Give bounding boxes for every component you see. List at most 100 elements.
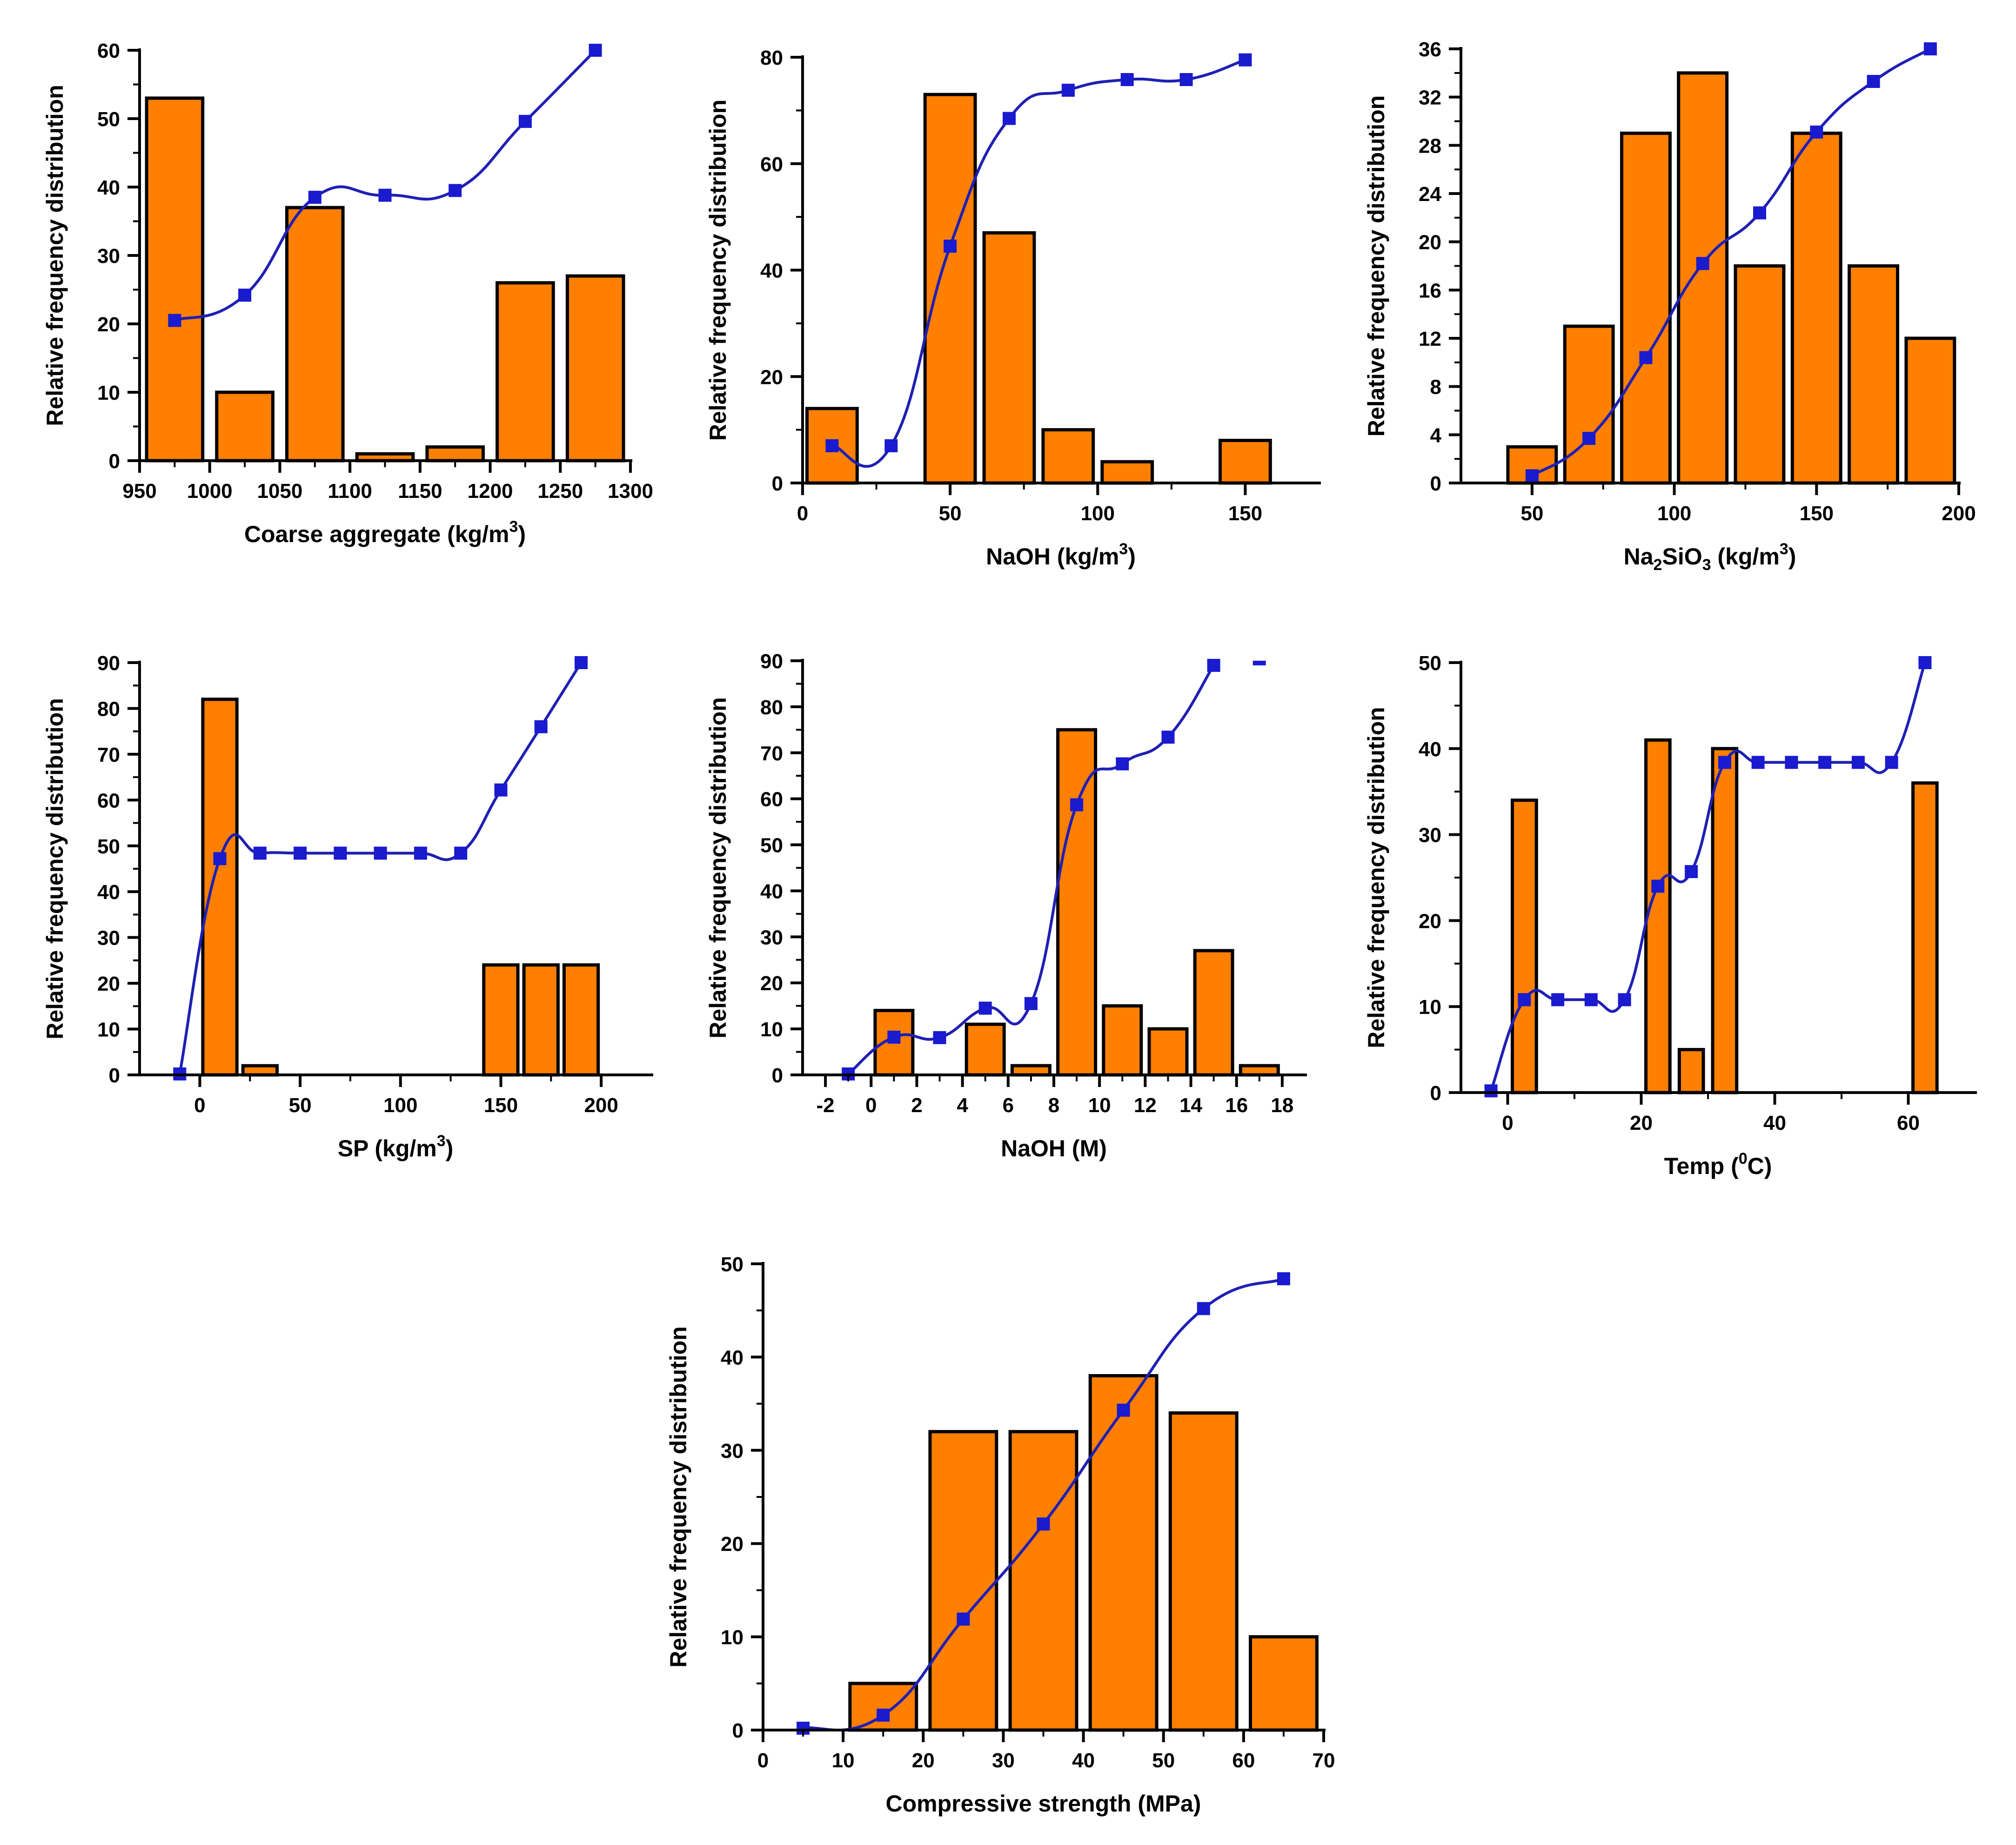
bar-1 bbox=[928, 1430, 998, 1732]
x-axis-label: Compressive strength (MPa) bbox=[886, 1791, 1201, 1817]
x-axis-label-part: 3 bbox=[437, 1132, 446, 1150]
x-axis-label-part: ) bbox=[446, 1135, 454, 1161]
y-tick-label: 50 bbox=[1419, 652, 1441, 675]
x-axis-label-part: Compressive strength (MPa) bbox=[886, 1791, 1201, 1817]
bar-4 bbox=[562, 963, 600, 1077]
y-tick-label: 30 bbox=[97, 245, 120, 268]
bar-7 bbox=[1904, 336, 1956, 485]
y-axis-label: Relative frequency distribution bbox=[1363, 707, 1389, 1048]
cumulative-marker-2 bbox=[1639, 351, 1653, 364]
cumulative-marker-8 bbox=[1751, 756, 1765, 769]
x-axis-label-part: ) bbox=[518, 521, 526, 547]
x-tick-label: 10 bbox=[832, 1749, 855, 1772]
y-axis-label: Relative frequency distribution bbox=[665, 1326, 691, 1667]
x-tick-label: 60 bbox=[1897, 1112, 1920, 1134]
bar-group bbox=[1511, 738, 1939, 1094]
y-tick-label: 24 bbox=[1419, 183, 1441, 206]
bar-2 bbox=[1620, 131, 1672, 485]
y-tick-group: 0 4 8 12 16 20 24 28 32 36 bbox=[1419, 38, 1461, 495]
cumulative-marker-3 bbox=[978, 1001, 992, 1015]
chart-panel-naoh-kg: 0 50 100 150 0 20 40 60 80 Relative frequency dis… bbox=[705, 47, 1321, 570]
cumulative-marker-6 bbox=[1685, 865, 1698, 879]
y-tick-label: 12 bbox=[1419, 328, 1441, 350]
cumulative-marker-0 bbox=[1484, 1084, 1498, 1098]
bar-5 bbox=[496, 281, 555, 463]
chart-panel-compressive-strength: 0 10 20 30 40 50 60 70 0 10 20 30 40 50 Relative frequ… bbox=[665, 1253, 1335, 1817]
cumulative-marker-6 bbox=[1277, 1272, 1290, 1286]
x-tick-label: 50 bbox=[289, 1094, 312, 1117]
y-tick-label: 50 bbox=[97, 835, 120, 858]
bar-4 bbox=[425, 445, 485, 463]
x-tick-group: 0 50 100 150 200 bbox=[194, 1075, 618, 1117]
bar-4 bbox=[1734, 264, 1786, 485]
cumulative-marker-8 bbox=[1207, 658, 1220, 672]
cumulative-curve bbox=[847, 664, 1215, 1075]
x-tick-label: 50 bbox=[1152, 1749, 1175, 1772]
x-axis-label-part: NaOH (M) bbox=[1001, 1135, 1107, 1161]
bar-group bbox=[1506, 71, 1956, 485]
y-tick-label: 40 bbox=[760, 880, 783, 903]
x-axis-label-part: Temp ( bbox=[1664, 1153, 1739, 1179]
x-axis-label-part: C) bbox=[1748, 1153, 1772, 1179]
y-tick-group: 0 10 20 30 40 50 bbox=[721, 1253, 763, 1742]
y-tick-label: 70 bbox=[97, 744, 120, 766]
bar-4 bbox=[1911, 781, 1939, 1094]
cumulative-marker-2 bbox=[308, 191, 321, 204]
y-axis-label: Relative frequency distribution bbox=[42, 85, 68, 426]
cumulative-marker-1 bbox=[1518, 993, 1531, 1006]
y-tick-label: 32 bbox=[1419, 87, 1441, 109]
cumulative-marker-3 bbox=[1584, 993, 1598, 1006]
cumulative-marker-4 bbox=[449, 184, 462, 197]
cumulative-marker-1 bbox=[887, 1030, 901, 1044]
x-tick-label: 200 bbox=[584, 1094, 618, 1117]
y-tick-label: 16 bbox=[1419, 279, 1441, 302]
x-tick-label: -2 bbox=[817, 1094, 835, 1117]
x-axis-label-part: ) bbox=[1128, 543, 1136, 570]
x-axis-label-part: NaOH (kg/m bbox=[986, 543, 1119, 570]
x-axis-label: Na2SiO3 (kg/m3) bbox=[1624, 540, 1796, 574]
cumulative-marker-5 bbox=[1651, 879, 1665, 893]
x-axis-label-part: SiO bbox=[1662, 543, 1702, 570]
chart-panel-temp: 0 20 40 60 0 10 20 30 40 50 Relative frequency dis… bbox=[1363, 652, 1977, 1179]
cumulative-marker-2 bbox=[944, 240, 957, 253]
cumulative-marker-4 bbox=[1117, 1403, 1130, 1417]
x-tick-label: 20 bbox=[912, 1749, 935, 1772]
y-tick-label: 20 bbox=[1419, 910, 1441, 933]
bar-5 bbox=[1219, 439, 1272, 485]
y-axis-label: Relative frequency distribution bbox=[42, 698, 68, 1039]
x-tick-group: -2 0 2 4 6 8 10 12 14 16 18 bbox=[817, 1075, 1293, 1117]
bar-1 bbox=[1563, 324, 1615, 485]
bar-3 bbox=[1041, 428, 1095, 485]
x-tick-group: 50 100 150 200 bbox=[1520, 483, 1976, 525]
x-tick-group: 950 1000 1050 1100 1150 1200 1250 1300 bbox=[122, 461, 653, 503]
x-tick-group: 0 20 40 60 bbox=[1502, 1093, 1920, 1134]
cumulative-marker-7 bbox=[1239, 53, 1252, 67]
bar-2 bbox=[285, 206, 345, 463]
marker-group bbox=[1484, 656, 1932, 1098]
y-tick-label: 50 bbox=[97, 108, 120, 131]
y-tick-label: 10 bbox=[1419, 996, 1441, 1019]
x-tick-label: 18 bbox=[1271, 1094, 1293, 1117]
y-tick-label: 80 bbox=[760, 696, 783, 719]
y-tick-label: 80 bbox=[97, 698, 120, 720]
bar-0 bbox=[201, 698, 239, 1077]
cumulative-marker-0 bbox=[168, 314, 181, 327]
bar-1 bbox=[964, 1022, 1006, 1077]
bar-2 bbox=[982, 231, 1036, 485]
cumulative-marker-2 bbox=[933, 1031, 946, 1044]
cumulative-curve bbox=[1531, 47, 1931, 477]
y-tick-label: 20 bbox=[760, 972, 783, 995]
bar-6 bbox=[1193, 949, 1234, 1077]
x-tick-label: 100 bbox=[1081, 502, 1115, 525]
y-tick-label: 90 bbox=[760, 650, 783, 673]
x-tick-label: 8 bbox=[1048, 1094, 1059, 1117]
bar-4 bbox=[1100, 460, 1154, 485]
bar-1 bbox=[1644, 738, 1672, 1094]
bar-1 bbox=[215, 390, 275, 463]
x-tick-label: 1200 bbox=[468, 480, 513, 503]
x-axis-label-part: (kg/m bbox=[1711, 543, 1780, 570]
y-tick-label: 20 bbox=[760, 366, 783, 389]
cumulative-marker-6 bbox=[1867, 75, 1880, 88]
bar-5 bbox=[1147, 1027, 1189, 1077]
